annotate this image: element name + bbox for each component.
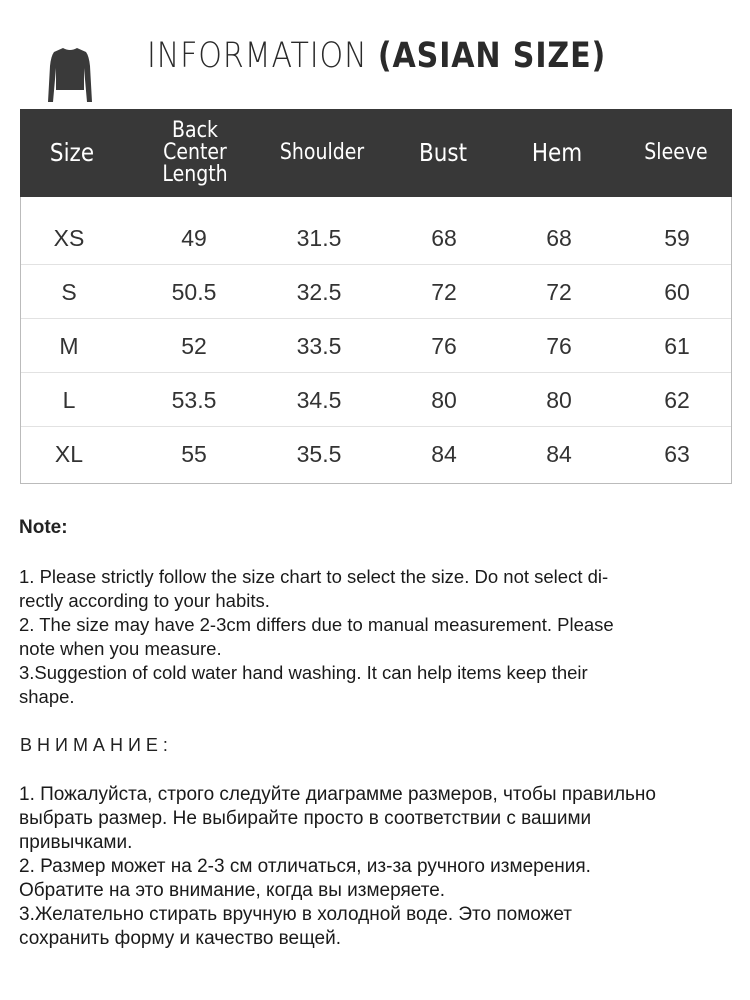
note-heading: Note: (19, 517, 68, 538)
note-text: 1. Please strictly follow the size chart… (19, 565, 614, 709)
table-row: L 53.5 34.5 80 80 62 (21, 373, 731, 427)
note-line: привычками. (19, 832, 133, 853)
col-size: Size (49, 138, 95, 167)
table-cell: 80 (546, 387, 572, 413)
note-line: 2. Размер может на 2-3 см отличаться, из… (19, 856, 591, 877)
col-sleeve: Sleeve (644, 140, 708, 165)
table-cell: 61 (664, 333, 690, 359)
table-row: XS 49 31.5 68 68 59 (21, 211, 731, 265)
table-cell: 33.5 (296, 333, 342, 359)
note-line: 1. Please strictly follow the size chart… (19, 566, 609, 587)
table-cell: 34.5 (296, 387, 342, 413)
table-cell: 60 (664, 279, 690, 305)
table-cell: 62 (664, 387, 690, 413)
table-row: XL 55 35.5 84 84 63 (21, 427, 731, 481)
table-cell: 50.5 (171, 279, 217, 305)
table-cell: 63 (664, 441, 690, 467)
table-cell: 84 (431, 441, 457, 467)
table-cell: 49 (181, 225, 207, 251)
col-shoulder: Shoulder (279, 140, 365, 165)
table-cell: 76 (546, 333, 572, 359)
note-line: 3.Suggestion of cold water hand washing.… (19, 662, 588, 683)
table-row: S 50.5 32.5 72 72 60 (21, 265, 731, 319)
table-cell: 53.5 (171, 387, 217, 413)
table-cell: XS (53, 225, 85, 251)
table-cell: 52 (181, 333, 207, 359)
table-cell: L (62, 387, 76, 413)
note-ru-heading: ВНИМАНИЕ: (20, 735, 173, 755)
note-line: Обратите на это внимание, когда вы измер… (19, 880, 446, 901)
note-line: сохранить форму и качество вещей. (19, 928, 341, 949)
table-cell: 72 (546, 279, 572, 305)
table-cell: 76 (431, 333, 457, 359)
note-line: note when you measure. (19, 638, 222, 659)
note-line: shape. (19, 686, 75, 707)
table-cell: XL (54, 441, 84, 467)
page-title: INFORMATION (ASIAN SIZE) (147, 36, 607, 76)
note-line: 3.Желательно стирать вручную в холодной … (19, 904, 573, 925)
table-cell: S (61, 279, 77, 305)
note-line: 2. The size may have 2-3cm differs due t… (19, 614, 614, 635)
table-row: M 52 33.5 76 76 61 (21, 319, 731, 373)
table-cell: 31.5 (296, 225, 342, 251)
table-cell: 32.5 (296, 279, 342, 305)
table-cell: 35.5 (296, 441, 342, 467)
table-cell: 72 (431, 279, 457, 305)
table-cell: 59 (664, 225, 690, 251)
table-header: Size Back Center Length Shoulder Bust Hem… (20, 109, 732, 197)
table-cell: 80 (431, 387, 457, 413)
table-cell: 68 (431, 225, 457, 251)
table-cell: 84 (546, 441, 572, 467)
col-bust: Bust (418, 138, 467, 167)
note-line: выбрать размер. Не выбирайте просто в со… (19, 808, 592, 829)
size-table: Size Back Center Length Shoulder Bust Hem… (20, 109, 732, 484)
table-cell: 55 (181, 441, 207, 467)
table-cell: 68 (546, 225, 572, 251)
long-sleeve-top-icon (48, 48, 92, 102)
table-cell: M (59, 333, 79, 359)
col-hem: Hem (531, 138, 583, 167)
note-line: 1. Пожалуйста, строго следуйте диаграмме… (19, 784, 656, 805)
col-back-center-length: Back Center Length (162, 118, 228, 187)
note-line: rectly according to your habits. (19, 590, 270, 611)
note-ru-text: 1. Пожалуйста, строго следуйте диаграмме… (19, 783, 656, 951)
